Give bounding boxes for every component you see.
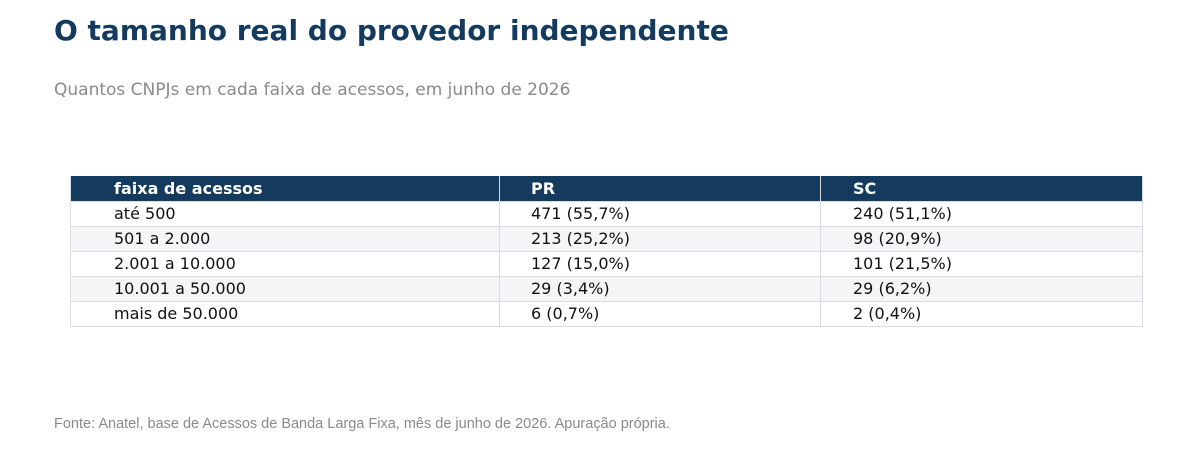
data-table: faixa de acessos PR SC até 500 471 (55,7…: [70, 176, 1143, 327]
table-row: 501 a 2.000 213 (25,2%) 98 (20,9%): [70, 225, 1143, 252]
table-header: faixa de acessos PR SC: [70, 176, 1143, 201]
chart-subtitle: Quantos CNPJs em cada faixa de acessos, …: [54, 80, 571, 100]
table-row: mais de 50.000 6 (0,7%) 2 (0,4%): [70, 300, 1143, 327]
table-cell-faixa: 501 a 2.000: [70, 225, 500, 252]
data-table-container: faixa de acessos PR SC até 500 471 (55,7…: [70, 176, 1143, 327]
table-row: até 500 471 (55,7%) 240 (51,1%): [70, 200, 1143, 227]
table-cell-sc: 2 (0,4%): [820, 300, 1143, 327]
table-cell-pr: 471 (55,7%): [499, 200, 821, 227]
table-cell-sc: 29 (6,2%): [820, 275, 1143, 302]
table-cell-faixa: até 500: [70, 200, 500, 227]
chart-title: O tamanho real do provedor independente: [54, 14, 729, 47]
column-header-pr: PR: [499, 176, 821, 201]
table-cell-sc: 240 (51,1%): [820, 200, 1143, 227]
table-cell-sc: 98 (20,9%): [820, 225, 1143, 252]
table-cell-pr: 213 (25,2%): [499, 225, 821, 252]
table-cell-pr: 127 (15,0%): [499, 250, 821, 277]
column-header-sc: SC: [820, 176, 1143, 201]
table-row: 2.001 a 10.000 127 (15,0%) 101 (21,5%): [70, 250, 1143, 277]
source-note: Fonte: Anatel, base de Acessos de Banda …: [54, 416, 670, 432]
table-cell-faixa: 10.001 a 50.000: [70, 275, 500, 302]
table-row: 10.001 a 50.000 29 (3,4%) 29 (6,2%): [70, 275, 1143, 302]
table-cell-pr: 6 (0,7%): [499, 300, 821, 327]
table-cell-faixa: mais de 50.000: [70, 300, 500, 327]
table-cell-faixa: 2.001 a 10.000: [70, 250, 500, 277]
table-body: até 500 471 (55,7%) 240 (51,1%) 501 a 2.…: [70, 200, 1143, 327]
table-cell-pr: 29 (3,4%): [499, 275, 821, 302]
header-row: faixa de acessos PR SC: [70, 176, 1143, 201]
column-header-faixa: faixa de acessos: [70, 176, 500, 201]
table-cell-sc: 101 (21,5%): [820, 250, 1143, 277]
